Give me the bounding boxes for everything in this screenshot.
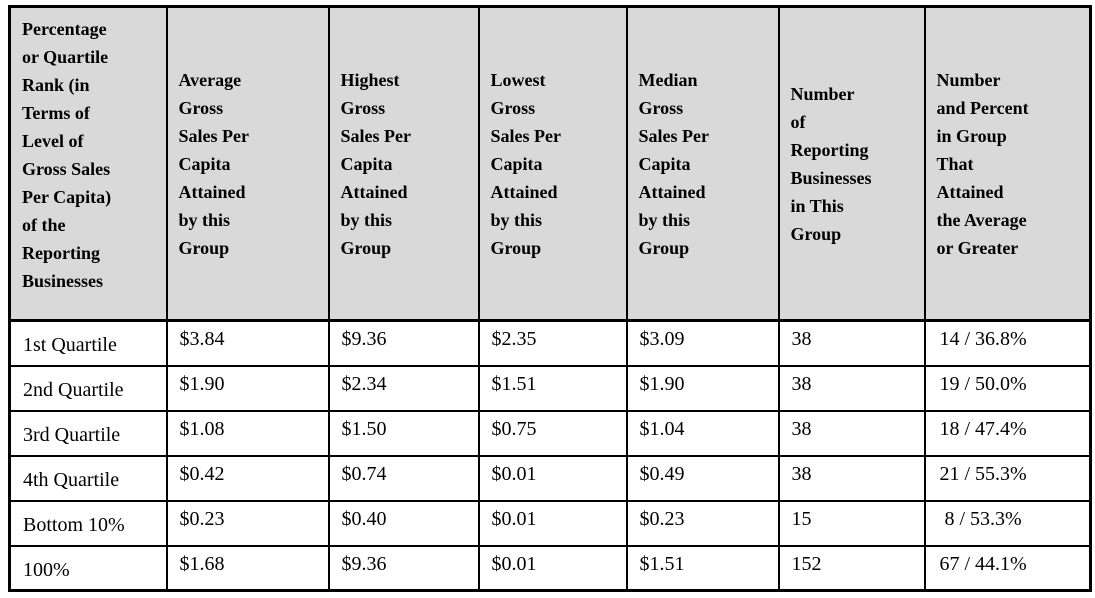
data-cell: $1.51 (625, 544, 780, 592)
data-cell: 14 / 36.8% (923, 319, 1092, 367)
data-cell: 19 / 50.0% (923, 364, 1092, 412)
gross-sales-quartile-table: Percentage or Quartile Rank (in Terms of… (8, 5, 1092, 592)
data-cell: $0.01 (477, 544, 628, 592)
data-cell: $0.42 (165, 454, 330, 502)
data-cell: $1.04 (625, 409, 780, 457)
row-label: 1st Quartile (8, 319, 168, 367)
data-cell: $2.35 (477, 319, 628, 367)
data-cell: 38 (777, 454, 926, 502)
data-cell: $1.51 (477, 364, 628, 412)
row-label: Bottom 10% (8, 499, 168, 547)
data-cell: 8 / 53.3% (923, 499, 1092, 547)
column-header: Median Gross Sales Per Capita Attained b… (625, 5, 780, 322)
data-cell: $0.23 (165, 499, 330, 547)
data-cell: 152 (777, 544, 926, 592)
row-label: 4th Quartile (8, 454, 168, 502)
data-cell: $0.01 (477, 454, 628, 502)
data-cell: 21 / 55.3% (923, 454, 1092, 502)
table-row: 1st Quartile $3.84 $9.36 $2.35 $3.09 38 14 / 3… (8, 319, 1092, 367)
table-row: 4th Quartile $0.42 $0.74 $0.01 $0.49 38 21 / 5… (8, 454, 1092, 502)
column-header: Percentage or Quartile Rank (in Terms of… (8, 5, 168, 322)
data-cell: 38 (777, 364, 926, 412)
data-cell: 18 / 47.4% (923, 409, 1092, 457)
data-cell: $0.23 (625, 499, 780, 547)
data-cell: $1.68 (165, 544, 330, 592)
column-header: Number of Reporting Businesses in This G… (777, 5, 926, 322)
column-header: Average Gross Sales Per Capita Attained … (165, 5, 330, 322)
row-label: 2nd Quartile (8, 364, 168, 412)
table-body: 1st Quartile $3.84 $9.36 $2.35 $3.09 38 14 / 3… (8, 319, 1092, 592)
column-header: Number and Percent in Group That Attaine… (923, 5, 1092, 322)
table-row: 3rd Quartile $1.08 $1.50 $0.75 $1.04 38 18 / 4… (8, 409, 1092, 457)
data-cell: $1.08 (165, 409, 330, 457)
table-row: 100% $1.68 $9.36 $0.01 $1.51 152 67 / 44.1% (8, 544, 1092, 592)
data-cell: $1.90 (625, 364, 780, 412)
column-header: Lowest Gross Sales Per Capita Attained b… (477, 5, 628, 322)
table-row: Bottom 10% $0.23 $0.40 $0.01 $0.23 15 8 / 53.… (8, 499, 1092, 547)
data-cell: $0.49 (625, 454, 780, 502)
column-header: Highest Gross Sales Per Capita Attained … (327, 5, 480, 322)
data-cell: $9.36 (327, 319, 480, 367)
data-cell: $2.34 (327, 364, 480, 412)
data-cell: $0.75 (477, 409, 628, 457)
data-cell: 38 (777, 409, 926, 457)
data-cell: $0.01 (477, 499, 628, 547)
data-cell: 38 (777, 319, 926, 367)
data-cell: 15 (777, 499, 926, 547)
header-row: Percentage or Quartile Rank (in Terms of… (8, 5, 1092, 322)
data-cell: $3.84 (165, 319, 330, 367)
data-cell: $1.90 (165, 364, 330, 412)
table-row: 2nd Quartile $1.90 $2.34 $1.51 $1.90 38 19 / 5… (8, 364, 1092, 412)
row-label: 3rd Quartile (8, 409, 168, 457)
data-cell: $0.40 (327, 499, 480, 547)
data-cell: $9.36 (327, 544, 480, 592)
row-label: 100% (8, 544, 168, 592)
data-cell: $1.50 (327, 409, 480, 457)
data-cell: $0.74 (327, 454, 480, 502)
data-cell: 67 / 44.1% (923, 544, 1092, 592)
data-cell: $3.09 (625, 319, 780, 367)
